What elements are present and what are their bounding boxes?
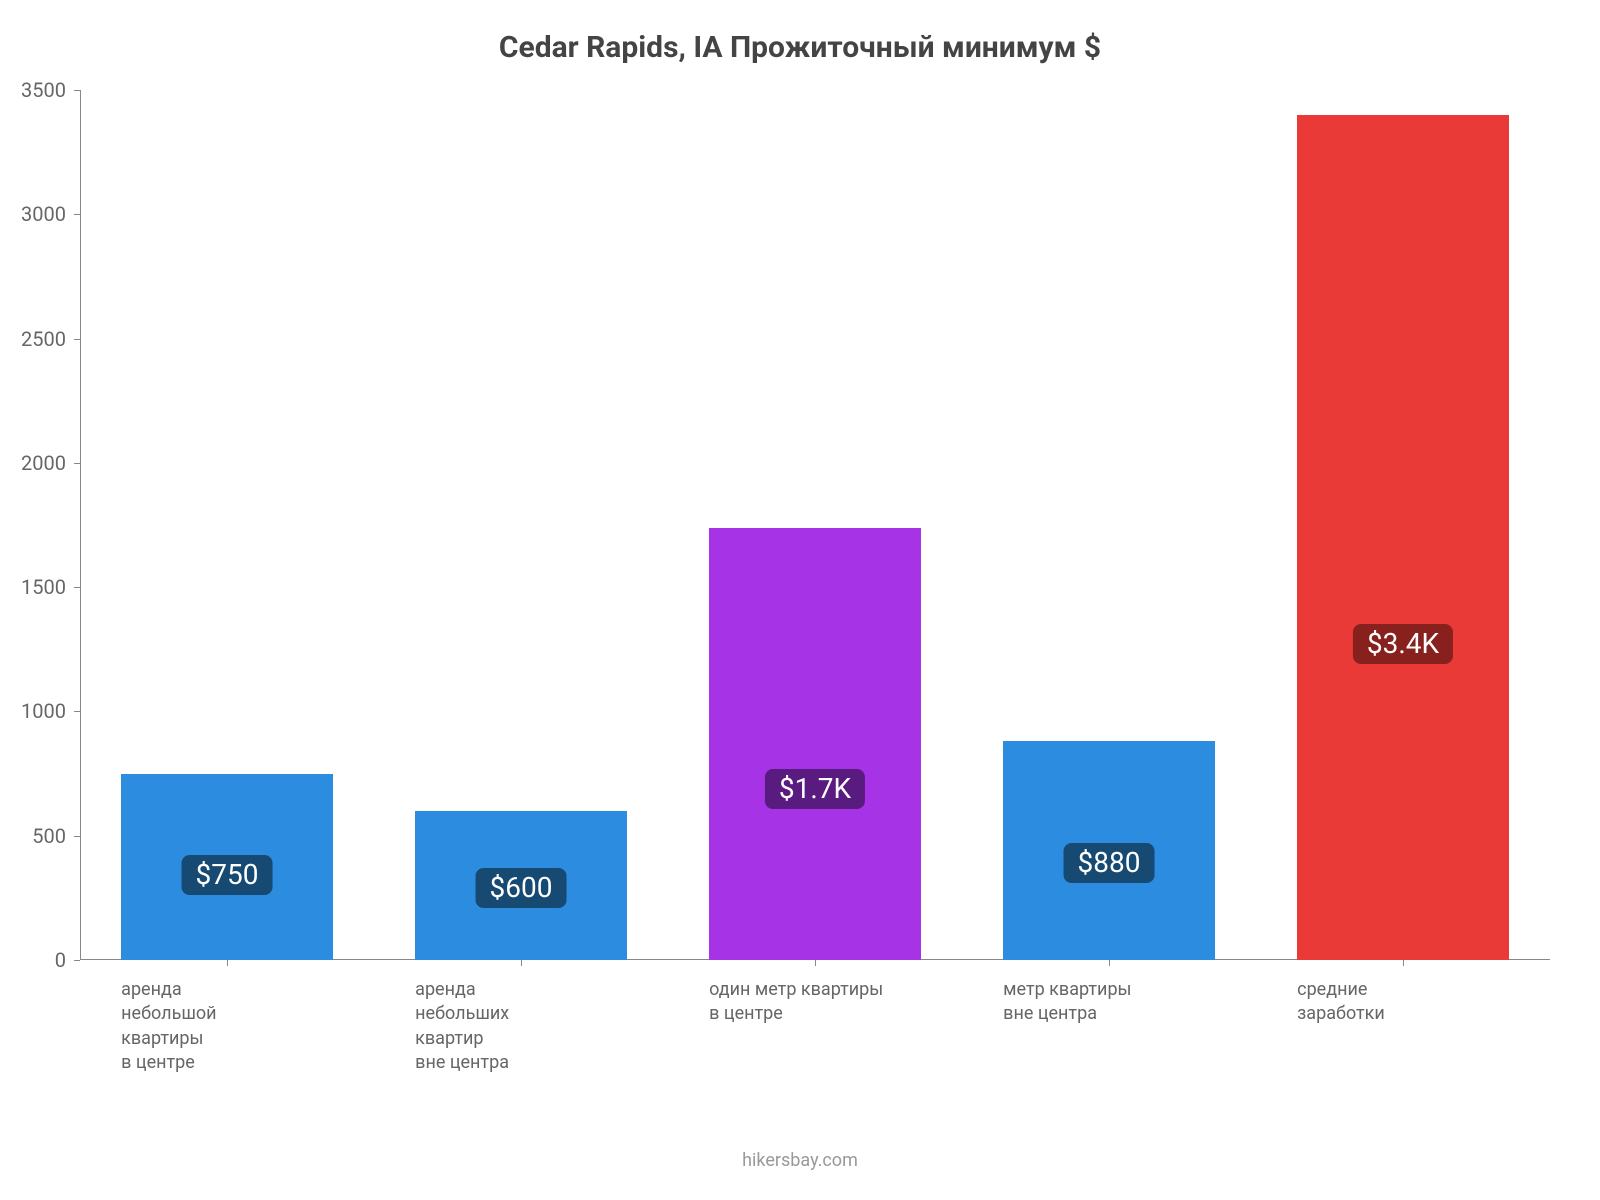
bar-value-badge: $3.4K (1353, 624, 1453, 664)
y-tick-label: 1500 (21, 575, 80, 599)
bar-value-badge: $600 (476, 868, 567, 908)
y-tick-label: 0 (55, 948, 80, 972)
chart-container: Cedar Rapids, IA Прожиточный минимум $ 0… (0, 0, 1600, 1200)
y-tick-label: 3000 (21, 202, 80, 226)
x-category-label: один метр квартиры в центре (709, 960, 988, 1027)
chart-title: Cedar Rapids, IA Прожиточный минимум $ (0, 30, 1600, 65)
bar: $600 (415, 811, 627, 960)
y-tick-label: 3500 (21, 78, 80, 102)
y-axis (80, 90, 81, 960)
x-category-label: средние заработки (1297, 960, 1576, 1027)
bar: $1.7K (709, 528, 921, 961)
bar-value-badge: $750 (182, 855, 273, 895)
y-tick-label: 1000 (21, 699, 80, 723)
bar-value-badge: $880 (1064, 843, 1155, 883)
y-tick-label: 500 (32, 824, 80, 848)
plot-area: 0500100015002000250030003500$750аренда н… (80, 90, 1550, 960)
bar: $750 (121, 774, 333, 960)
bar-value-badge: $1.7K (765, 769, 865, 809)
bar: $880 (1003, 741, 1215, 960)
y-tick-label: 2000 (21, 451, 80, 475)
y-tick-label: 2500 (21, 327, 80, 351)
footer-credit: hikersbay.com (0, 1150, 1600, 1171)
bar: $3.4K (1297, 115, 1509, 960)
x-category-label: метр квартиры вне центра (1003, 960, 1282, 1027)
x-category-label: аренда небольшой квартиры в центре (121, 960, 400, 1075)
x-category-label: аренда небольших квартир вне центра (415, 960, 694, 1075)
